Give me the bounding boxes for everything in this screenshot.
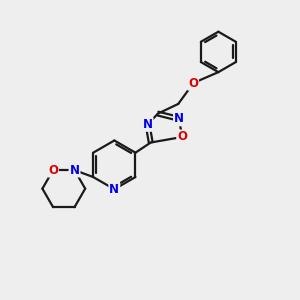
Text: O: O xyxy=(188,76,198,90)
Text: N: N xyxy=(174,112,184,125)
Text: N: N xyxy=(142,118,152,131)
Text: N: N xyxy=(109,183,119,196)
Text: N: N xyxy=(70,164,80,177)
Text: O: O xyxy=(48,164,58,177)
Text: O: O xyxy=(177,130,187,143)
